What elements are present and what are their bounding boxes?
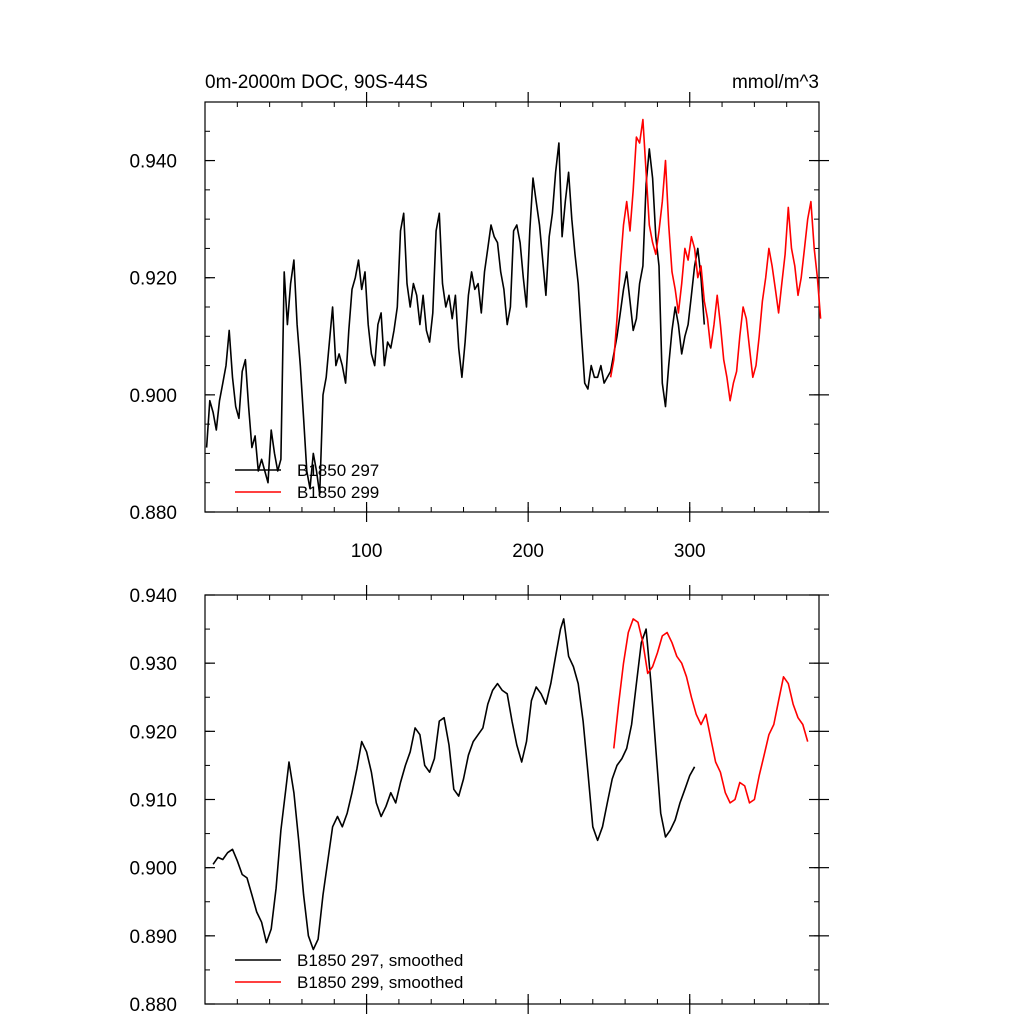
y-tick-label: 0.910 <box>129 791 177 812</box>
y-tick-label: 0.940 <box>129 152 177 173</box>
x-tick-label: 100 <box>351 541 383 562</box>
plot-frame <box>204 594 820 1005</box>
legend-label: B1850 297 <box>297 461 379 480</box>
y-tick-label: 0.920 <box>129 269 177 290</box>
series-line <box>205 142 706 496</box>
top-line-chart: 100 200 300 0.880 0.900 0.920 0.940 B1850 297 B1… <box>129 92 829 562</box>
y-tick-label: 0.890 <box>129 927 177 948</box>
bottom-smoothed-line-chart: 0.880 0.890 0.900 0.910 0.920 0.930 0.940 B1850… <box>129 585 829 1016</box>
y-tick-label: 0.920 <box>129 722 177 743</box>
legend-label: B1850 299 <box>297 483 379 502</box>
series-line <box>613 618 809 804</box>
y-tick-label: 0.900 <box>129 386 177 407</box>
series-line <box>609 118 822 402</box>
y-tick-label: 0.940 <box>129 586 177 607</box>
y-tick-label: 0.880 <box>129 503 177 524</box>
legend-label: B1850 299, smoothed <box>297 973 463 992</box>
y-tick-label: 0.900 <box>129 859 177 880</box>
x-tick-label: 200 <box>512 541 544 562</box>
y-tick-label: 0.880 <box>129 995 177 1016</box>
x-tick-label: 300 <box>674 541 706 562</box>
units-label: mmol/m^3 <box>732 72 819 93</box>
plot-frame <box>204 101 820 513</box>
y-tick-label: 0.930 <box>129 654 177 675</box>
series-line <box>212 618 696 951</box>
legend-label: B1850 297, smoothed <box>297 951 463 970</box>
chart-title: 0m-2000m DOC, 90S-44S <box>205 72 428 93</box>
